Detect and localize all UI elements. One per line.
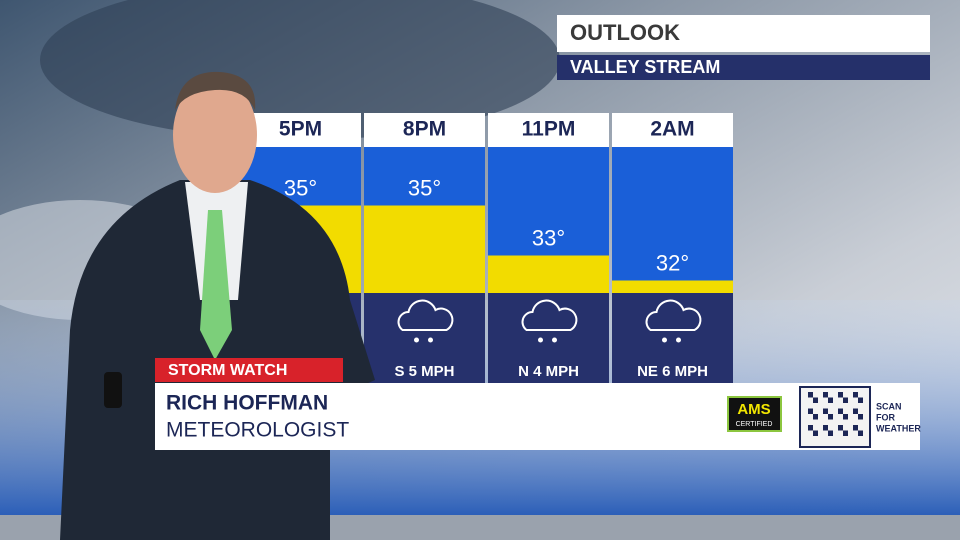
- snowflake: [676, 337, 681, 343]
- qr-cell: [838, 392, 843, 398]
- qr-cell: [808, 408, 813, 414]
- qr-cell: [838, 425, 843, 431]
- qr-cell: [858, 397, 863, 403]
- cloud: [40, 0, 560, 140]
- column-body: [612, 147, 733, 293]
- snowflake: [414, 337, 419, 343]
- wind-label: NE 6 MPH: [637, 363, 708, 380]
- weather-icon: [645, 299, 702, 331]
- value-label: 32°: [656, 250, 689, 275]
- qr-cell: [853, 408, 858, 414]
- lower-third: [155, 383, 920, 450]
- qr-cell: [828, 397, 833, 403]
- weather-icon: [397, 299, 454, 331]
- snowflake: [662, 337, 667, 343]
- qr-cell: [823, 408, 828, 414]
- banner: STORM WATCH: [168, 362, 287, 379]
- location-box: [557, 55, 930, 80]
- ams-badge-border: [727, 396, 782, 432]
- ams-badge-sub: CERTIFIED: [736, 421, 773, 428]
- qr-cell: [843, 414, 848, 420]
- qr-cell: [853, 392, 858, 398]
- temperature-bar: [364, 205, 485, 293]
- qr-cell: [853, 425, 858, 431]
- column-header: [240, 113, 361, 147]
- column-footer: [488, 293, 609, 383]
- qr-code: [808, 392, 863, 436]
- qr-cell: [828, 430, 833, 436]
- ams-badge: [728, 397, 781, 431]
- value-label: 33°: [532, 225, 565, 250]
- chart-title: OUTLOOK: [570, 20, 680, 45]
- qr-cell: [808, 425, 813, 431]
- qr-cell: [813, 397, 818, 403]
- qr-cell: [808, 392, 813, 398]
- weather-icon: [521, 299, 578, 331]
- snowflake: [552, 337, 557, 343]
- presenter-name: RICH HOFFMAN: [166, 392, 328, 415]
- value-label: 35°: [284, 175, 317, 200]
- qr-cell: [843, 397, 848, 403]
- location: VALLEY STREAM: [570, 57, 720, 77]
- banner-box: [155, 358, 343, 382]
- column-footer: [612, 293, 733, 383]
- qr-cell: [838, 408, 843, 414]
- title-box: [557, 15, 930, 52]
- column-label: 8PM: [403, 118, 446, 141]
- presenter-role: METEOROLOGIST: [166, 419, 349, 442]
- qr-caption: FOR: [876, 412, 895, 422]
- qr-caption: WEATHER: [876, 423, 921, 433]
- qr-cell: [823, 392, 828, 398]
- column-header: [612, 113, 733, 147]
- temperature-bar: [488, 255, 609, 293]
- qr-cell: [858, 430, 863, 436]
- column-header: [488, 113, 609, 147]
- column-footer: [364, 293, 485, 383]
- wind-label: N 4 MPH: [518, 363, 579, 380]
- column-header: [364, 113, 485, 147]
- temperature-bar: [612, 280, 733, 293]
- column-label: 2AM: [650, 118, 694, 141]
- snowflake: [538, 337, 543, 343]
- qr-cell: [843, 430, 848, 436]
- qr-cell: [813, 430, 818, 436]
- value-label: 35°: [408, 175, 441, 200]
- qr-caption: SCAN: [876, 401, 902, 411]
- column-label: 11PM: [522, 118, 576, 141]
- snowflake: [428, 337, 433, 343]
- ams-badge-text: AMS: [737, 401, 770, 418]
- qr-cell: [828, 414, 833, 420]
- column-label: 5PM: [279, 118, 322, 141]
- qr-cell: [858, 414, 863, 420]
- outlook-labels: 5PM 35° 8PM 35° S 5 MPH 11PM 33° N 4 MPH 2AM 32° N…: [279, 118, 708, 380]
- qr-cell: [813, 414, 818, 420]
- qr-cell: [823, 425, 828, 431]
- wind-label: S 5 MPH: [394, 363, 454, 380]
